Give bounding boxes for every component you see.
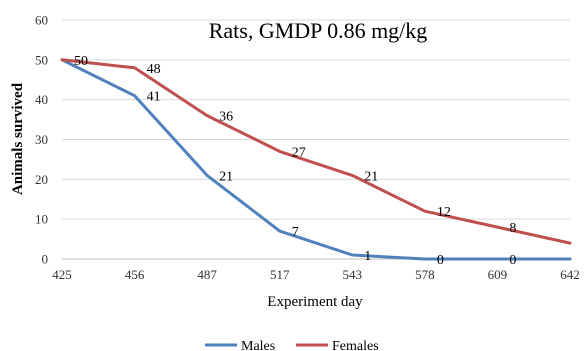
x-tick-label: 456 (125, 267, 145, 282)
data-label-males: 0 (509, 253, 516, 268)
chart-title: Rats, GMDP 0.86 mg/kg (209, 18, 428, 43)
y-tick-label: 30 (35, 132, 48, 147)
y-tick-label: 20 (35, 172, 48, 187)
data-label-females: 12 (437, 205, 451, 220)
data-label-females: 48 (147, 62, 161, 77)
data-label-females: 21 (364, 169, 378, 184)
legend: Males Females (205, 339, 379, 351)
y-tick-labels: 0 10 20 30 40 50 60 (35, 13, 48, 267)
data-label-males: 1 (364, 249, 371, 264)
data-label-females: 8 (509, 221, 516, 236)
gridlines (62, 19, 570, 260)
data-label-females: 27 (292, 145, 306, 160)
data-label-females: 36 (219, 110, 233, 125)
series-lines (60, 58, 572, 261)
y-tick-label: 10 (35, 212, 48, 227)
x-tick-labels: 425 456 487 517 543 578 609 642 (52, 267, 580, 282)
x-tick-label: 517 (270, 267, 290, 282)
x-tick-label: 487 (197, 267, 217, 282)
data-label-males: 7 (292, 225, 299, 240)
x-tick-label: 609 (488, 267, 508, 282)
x-tick-label: 578 (415, 267, 435, 282)
y-tick-label: 40 (35, 92, 48, 107)
x-axis-title: Experiment day (267, 294, 363, 310)
x-tick-label: 543 (343, 267, 363, 282)
legend-label-males: Males (241, 339, 275, 351)
data-label-males: 41 (147, 90, 161, 105)
data-labels: 50 41 21 7 1 0 0 48 36 27 21 12 8 (74, 54, 516, 268)
legend-label-females: Females (332, 339, 379, 351)
series-line-males (60, 58, 572, 261)
data-label-males: 50 (74, 54, 88, 69)
x-tick-label: 642 (560, 267, 580, 282)
data-label-males: 21 (219, 169, 233, 184)
data-label-males: 0 (437, 253, 444, 268)
series-line-females (60, 58, 572, 245)
y-tick-label: 60 (35, 13, 48, 28)
x-tick-label: 425 (52, 267, 72, 282)
y-tick-label: 50 (35, 52, 48, 67)
y-axis-title: Animals survived (10, 82, 26, 195)
y-tick-label: 0 (42, 252, 49, 267)
